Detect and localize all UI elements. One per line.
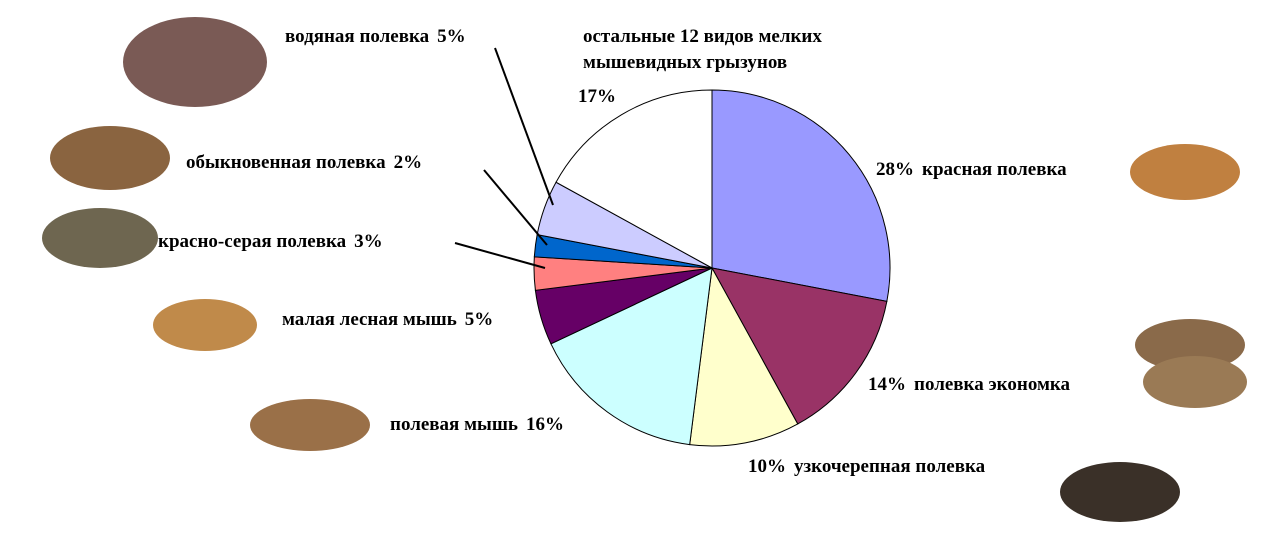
value-label: 28% xyxy=(876,159,914,180)
illustration xyxy=(1130,144,1240,200)
category-name: узкочерепная полевка xyxy=(794,456,986,477)
slice-label: полевая мышь 16% xyxy=(390,414,564,436)
value-label: 16% xyxy=(525,414,564,435)
illustration xyxy=(123,17,267,107)
value-label: 5% xyxy=(464,309,494,330)
category-name: красно-серая полевка xyxy=(158,231,347,252)
illustration xyxy=(42,208,158,268)
pie-slice xyxy=(711,267,888,425)
category-name: водяная полевка xyxy=(285,26,430,47)
illustration xyxy=(250,399,370,451)
slice-label: 10% узкочерепная полевка xyxy=(748,456,985,478)
slice-label: остальные 12 видов мелких мышевидных гры… xyxy=(583,26,822,73)
value-label: 14% xyxy=(868,374,906,395)
value-label: 10% xyxy=(748,456,786,477)
slice-label: красно-серая полевка 3% xyxy=(158,231,383,253)
pie-slice xyxy=(555,89,713,269)
leader-line xyxy=(454,242,546,269)
pie-slice xyxy=(711,89,891,302)
illustration xyxy=(1143,356,1247,408)
slice-label: водяная полевка 5% xyxy=(285,26,466,48)
category-name: малая лесная мышь xyxy=(282,309,457,330)
value-label: 2% xyxy=(393,152,423,173)
category-name: полевая мышь xyxy=(390,414,518,435)
leader-line xyxy=(483,169,548,246)
value-label: 3% xyxy=(354,231,383,252)
category-name: красная полевка xyxy=(922,159,1067,180)
illustration xyxy=(153,299,257,351)
illustration xyxy=(50,126,170,190)
slice-label: 28% красная полевка xyxy=(876,159,1067,181)
slice-label: малая лесная мышь 5% xyxy=(282,309,493,331)
rodent-illustrations xyxy=(42,17,1247,522)
value-label: 17% xyxy=(578,86,616,107)
slice-label: 14% полевка экономка xyxy=(868,374,1070,396)
pie-slice xyxy=(550,267,713,446)
leader-line xyxy=(494,47,554,206)
illustration xyxy=(1135,319,1245,371)
category-name: полевка экономка xyxy=(914,374,1071,395)
slice-label: обыкновенная полевка 2% xyxy=(186,152,422,174)
illustration xyxy=(1060,462,1180,522)
pie-slice xyxy=(689,266,799,447)
value-label: 5% xyxy=(437,26,466,47)
category-name: обыкновенная полевка xyxy=(186,152,386,173)
